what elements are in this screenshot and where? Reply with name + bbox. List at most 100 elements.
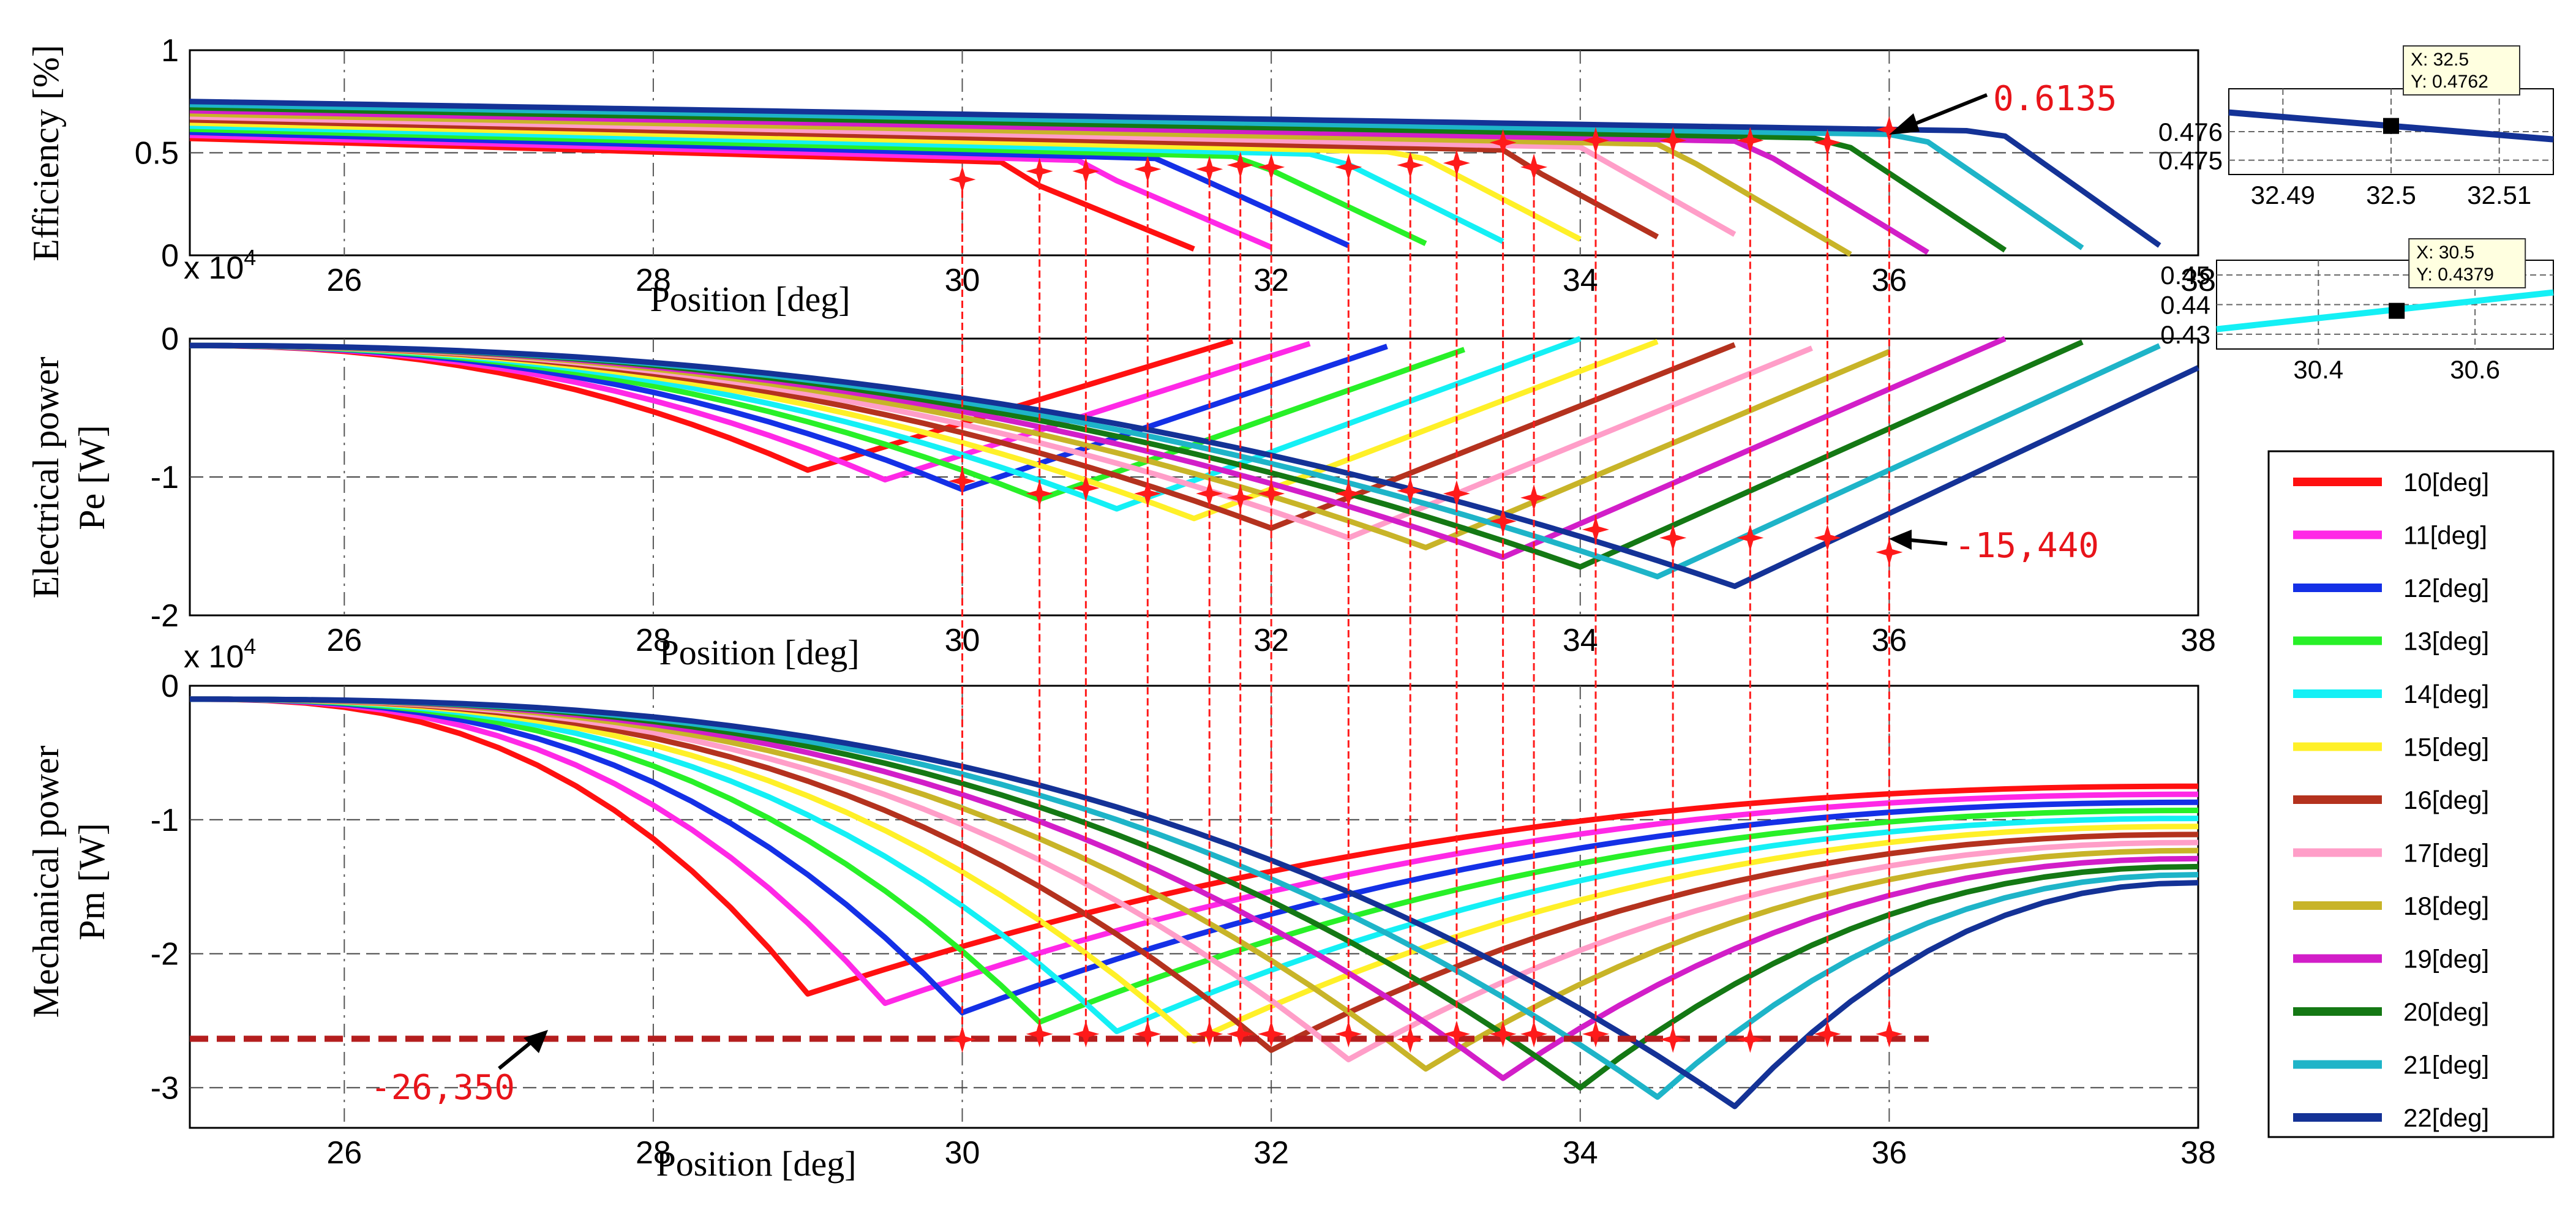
mechanical-xlabel: Position [deg] xyxy=(656,1144,856,1184)
efficiency-xtick: 38 xyxy=(2180,263,2216,298)
efficiency-curve-12[deg] xyxy=(189,129,1350,249)
efficiency-curve-19[deg] xyxy=(189,108,1929,255)
mechanical-axes-box xyxy=(189,685,2199,1129)
electrical-optimal-marker xyxy=(948,467,976,495)
electrical-ytick: -2 xyxy=(151,598,179,634)
efficiency-optimal-marker xyxy=(1443,149,1470,177)
efficiency-optimal-marker xyxy=(1226,151,1254,179)
zoom2-ytick: 0.45 xyxy=(2160,261,2210,290)
electrical-xtick: 30 xyxy=(945,623,980,658)
mechanical-optimal-marker xyxy=(948,1026,976,1053)
efficiency-curve-14[deg] xyxy=(189,123,1504,244)
efficiency-xlabel: Position [deg] xyxy=(650,279,850,319)
zoom1-ytick: 0.476 xyxy=(2158,118,2223,146)
electrical-optimal-marker xyxy=(1335,480,1362,508)
electrical-optimal-marker xyxy=(1737,524,1764,552)
mechanical-xtick: 34 xyxy=(1563,1135,1598,1171)
electrical-ytick: -1 xyxy=(151,460,179,495)
mechanical-optimal-marker xyxy=(1876,1020,1903,1048)
efficiency-optimal-marker xyxy=(1072,157,1100,185)
zoom1-datatip-marker xyxy=(2383,118,2399,134)
zoom2-datatip-x: X: 30.5 xyxy=(2416,242,2474,263)
efficiency-curve-18[deg] xyxy=(189,111,1852,257)
electrical-optimal-marker xyxy=(1582,516,1609,543)
zoom1-xtick: 32.5 xyxy=(2366,181,2416,209)
efficiency-optimal-marker xyxy=(1582,127,1609,154)
mechanical-xtick: 38 xyxy=(2180,1135,2216,1171)
mechanical-optimal-marker xyxy=(1196,1020,1223,1048)
efficiency-optimal-marker xyxy=(1489,129,1517,156)
mechanical-optimal-marker xyxy=(1026,1020,1053,1048)
zoom2-xtick: 30.6 xyxy=(2450,355,2500,384)
mechanical-optimal-marker xyxy=(1659,1026,1687,1053)
mechanical-ylabel-line1: Mechanical power xyxy=(26,746,66,1018)
efficiency-optimal-marker xyxy=(948,166,976,193)
mechanical-xtick: 32 xyxy=(1253,1135,1289,1171)
mechanical-xtick: 30 xyxy=(945,1135,980,1171)
zoom-inset-2: 30.4 30.6 0.450.440.43 X: 30.5Y: 0.4379 xyxy=(2160,238,2554,384)
zoom1-datatip-box xyxy=(2403,45,2520,96)
electrical-optimal-marker xyxy=(1443,480,1470,508)
zoom2-ytick: 0.44 xyxy=(2160,291,2210,320)
mechanical-optimal-marker xyxy=(1443,1020,1470,1048)
electrical-annotation: -15,440 xyxy=(1889,526,2099,566)
electrical-ylabel-line2: Pe [W] xyxy=(72,425,112,530)
electrical-optimal-marker xyxy=(1489,508,1517,535)
mechanical-optimal-marker xyxy=(1335,1020,1362,1048)
mechanical-curve-11[deg] xyxy=(189,696,2199,1006)
mechanical-ytick: -3 xyxy=(151,1070,179,1106)
electrical-optimal-marker xyxy=(1659,524,1687,552)
efficiency-ytick: 0 xyxy=(161,238,179,274)
mechanical-optimal-marker xyxy=(1134,1020,1162,1048)
electrical-xtick: 26 xyxy=(326,623,362,658)
electrical-optimal-marker xyxy=(1072,475,1100,502)
legend-label-20[deg]: 20[deg] xyxy=(2403,997,2489,1026)
mechanical-curve-22[deg] xyxy=(190,696,2199,1109)
legend-label-15[deg]: 15[deg] xyxy=(2403,733,2489,762)
efficiency-xtick: 36 xyxy=(1871,263,1907,298)
mechanical-optimal-marker xyxy=(1737,1026,1764,1053)
electrical-optimal-marker xyxy=(1026,480,1053,508)
electrical-optimal-marker xyxy=(1196,480,1223,508)
optimal-markers xyxy=(948,116,1903,1053)
electrical-xtick: 32 xyxy=(1253,623,1289,658)
efficiency-optimal-marker xyxy=(1737,127,1764,154)
efficiency-optimal-marker xyxy=(1659,127,1687,154)
mechanical-ytick: -2 xyxy=(151,937,179,972)
efficiency-optimal-marker xyxy=(1876,116,1903,143)
electrical-xtick: 38 xyxy=(2180,623,2216,658)
efficiency-curve-21[deg] xyxy=(189,102,2084,250)
efficiency-optimal-marker xyxy=(1196,156,1223,183)
mechanical-optimal-marker xyxy=(1226,1020,1254,1048)
electrical-optimal-marker xyxy=(1134,480,1162,508)
legend-label-14[deg]: 14[deg] xyxy=(2403,680,2489,708)
efficiency-annotation: 0.6135 xyxy=(1889,79,2117,135)
efficiency-xtick: 26 xyxy=(326,263,362,298)
tick-labels: 26 28 30 32 34 36 38 1 0.5 0 26 28 30 32 34 36 38 0 -1 -2 26… xyxy=(135,33,2216,1171)
legend-label-19[deg]: 19[deg] xyxy=(2403,945,2489,974)
legend-label-16[deg]: 16[deg] xyxy=(2403,786,2489,814)
efficiency-optimal-marker xyxy=(1814,129,1841,156)
mechanical-curve-14[deg] xyxy=(189,696,2199,1034)
efficiency-curve-16[deg] xyxy=(189,117,1659,239)
mechanical-optimal-marker xyxy=(1814,1020,1841,1048)
electrical-annotation-label: -15,440 xyxy=(1955,526,2099,566)
efficiency-ytick: 1 xyxy=(161,33,179,69)
electrical-optimal-marker xyxy=(1876,538,1903,566)
mechanical-annotation-label: -26,350 xyxy=(370,1068,515,1108)
efficiency-annotation-label: 0.6135 xyxy=(1993,79,2117,119)
mechanical-xtick: 36 xyxy=(1871,1135,1907,1171)
mechanical-ytick: -1 xyxy=(151,803,179,838)
efficiency-xtick: 30 xyxy=(945,263,980,298)
mechanical-optimal-marker xyxy=(1582,1020,1609,1048)
zoom2-ytick: 0.43 xyxy=(2160,320,2210,349)
mechanical-optimal-marker xyxy=(1072,1020,1100,1048)
zoom1-datatip-x: X: 32.5 xyxy=(2411,50,2469,70)
efficiency-curve-13[deg] xyxy=(189,126,1427,246)
mechanical-exponent: x 104 xyxy=(184,634,256,675)
efficiency-optimal-marker xyxy=(1397,151,1424,179)
legend-label-11[deg]: 11[deg] xyxy=(2403,521,2487,550)
mechanical-annotation: -26,350 xyxy=(370,1030,548,1108)
mechanical-xtick: 28 xyxy=(636,1135,671,1171)
